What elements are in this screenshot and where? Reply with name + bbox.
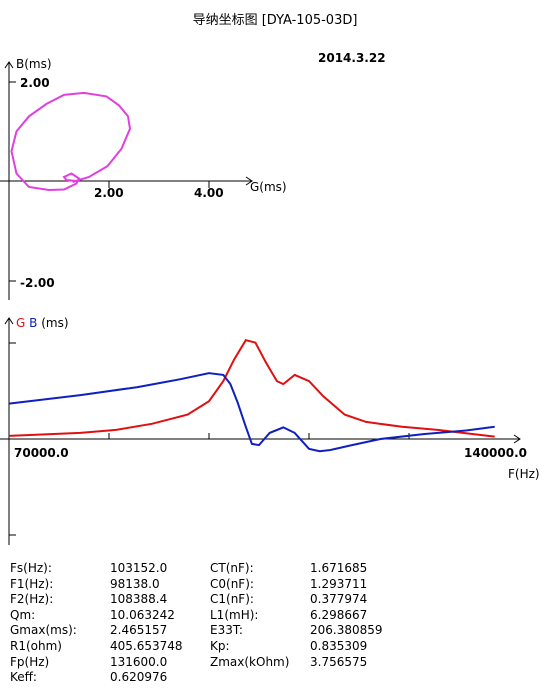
freq-axis-title: F(Hz)	[508, 467, 540, 481]
param-label: CT(nF):	[210, 561, 254, 575]
x-tick-label: 2.00	[94, 186, 124, 200]
param-value: 405.653748	[110, 638, 183, 653]
param-label: E33T:	[210, 623, 243, 638]
gb-frequency-plot: G B (ms) F(Hz) 70000.0 140000.0	[0, 316, 540, 545]
param-value: 108388.4	[110, 592, 168, 607]
param-value: 1.293711	[310, 576, 368, 591]
freq-tick-label-end: 140000.0	[464, 446, 527, 460]
y-tick-label: -2.00	[20, 276, 55, 290]
gb-y-axis-title: G B (ms)	[16, 316, 69, 330]
y-tick-label: 2.00	[20, 76, 50, 90]
param-value: 131600.0	[110, 654, 168, 669]
param-row: Fs(Hz): 103152.0 CT(nF): 1.671685	[10, 561, 410, 577]
param-label: Kp:	[210, 638, 230, 653]
param-label: Fs(Hz):	[10, 561, 52, 575]
param-label: F1(Hz):	[10, 576, 54, 591]
parameter-table: Fs(Hz): 103152.0 CT(nF): 1.671685 F1(Hz)…	[10, 561, 410, 686]
param-row: Qm: 10.063242 L1(mH): 6.298667	[10, 608, 410, 624]
param-value: 103152.0	[110, 561, 168, 575]
param-value: 98138.0	[110, 576, 160, 591]
param-label: Gmax(ms):	[10, 623, 77, 638]
param-value: 0.835309	[310, 638, 368, 653]
measurement-date: 2014.3.22	[318, 51, 386, 65]
b-axis-title: B(ms)	[16, 57, 52, 71]
param-row: Gmax(ms): 2.465157 E33T: 206.380859	[10, 623, 410, 639]
param-row: Keff: 0.620976	[10, 670, 410, 686]
param-value: 0.377974	[310, 592, 368, 607]
param-value: 3.756575	[310, 654, 368, 669]
param-label: C0(nF):	[210, 576, 254, 591]
param-label: Fp(Hz)	[10, 654, 50, 669]
param-value: 6.298667	[310, 607, 368, 622]
param-row: F2(Hz): 108388.4 C1(nF): 0.377974	[10, 592, 410, 608]
param-value: 2.465157	[110, 623, 168, 638]
param-label: C1(nF):	[210, 592, 254, 607]
param-value: 1.671685	[310, 561, 368, 575]
x-tick-label: 4.00	[194, 186, 224, 200]
g-series-label: G	[16, 316, 25, 330]
b-series-line	[8, 372, 495, 453]
gb-unit-label: (ms)	[41, 316, 68, 330]
param-row: F1(Hz): 98138.0 C0(nF): 1.293711	[10, 577, 410, 593]
page-title: 导纳坐标图 [DYA-105-03D]	[192, 13, 358, 28]
admittance-curve	[10, 91, 132, 192]
param-value: 0.620976	[110, 670, 168, 685]
freq-tick-label-start: 70000.0	[14, 446, 69, 460]
g-series-line	[8, 339, 495, 438]
param-label: Keff:	[10, 670, 37, 685]
param-label: L1(mH):	[210, 607, 259, 622]
g-axis-arrow	[245, 176, 253, 186]
freq-axis-arrow	[513, 434, 521, 444]
gb-y-axis-arrow	[4, 317, 14, 325]
param-label: Zmax(kOhm)	[210, 654, 290, 669]
param-value: 206.380859	[310, 623, 383, 638]
admittance-plot: B(ms) G(ms) 2.00 -2.00 2.00 4.00	[0, 57, 287, 300]
param-label: R1(ohm)	[10, 638, 62, 653]
g-axis-title: G(ms)	[250, 180, 287, 194]
charts-canvas: B(ms) G(ms) 2.00 -2.00 2.00 4.00 G B (ms…	[0, 57, 540, 545]
param-row: Fp(Hz) 131600.0 Zmax(kOhm) 3.756575	[10, 655, 410, 671]
param-label: Qm:	[10, 607, 36, 622]
param-label: F2(Hz):	[10, 592, 54, 607]
param-value: 10.063242	[110, 607, 175, 622]
b-series-label: B	[29, 316, 37, 330]
b-axis-arrow	[4, 61, 14, 69]
param-row: R1(ohm) 405.653748 Kp: 0.835309	[10, 639, 410, 655]
